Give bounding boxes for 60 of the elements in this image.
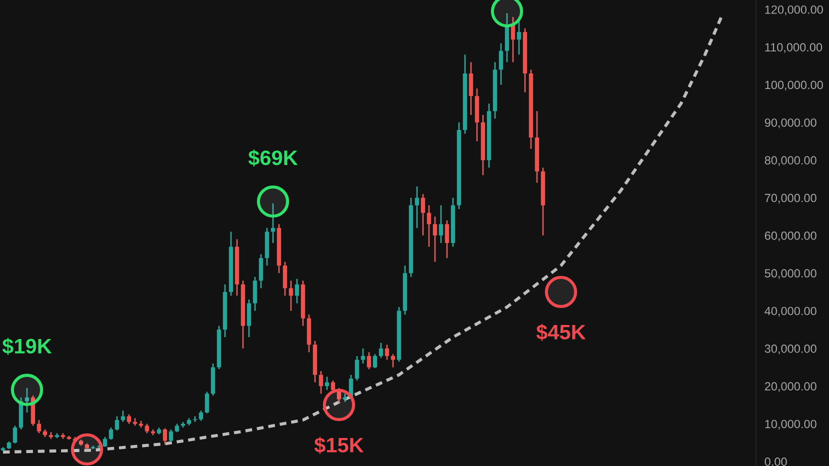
candlestick xyxy=(426,204,432,248)
y-tick-label: 100,000.00 xyxy=(765,80,823,91)
y-tick-label: 30,000.00 xyxy=(764,344,816,354)
candlestick xyxy=(348,374,354,399)
candlestick xyxy=(288,280,294,312)
point xyxy=(544,276,578,308)
data-label: $15K xyxy=(314,436,364,454)
candlestick xyxy=(372,353,378,369)
point xyxy=(10,374,44,406)
y-tick-label: 20,000.00 xyxy=(764,382,816,392)
candlestick xyxy=(516,16,522,56)
point xyxy=(256,185,290,218)
data-label: $19K xyxy=(2,338,52,355)
candlestick xyxy=(108,426,114,440)
candlestick xyxy=(246,298,252,338)
candlestick xyxy=(468,61,474,116)
data-label: $69K xyxy=(248,150,298,167)
candlestick xyxy=(162,428,168,446)
y-tick-label: 10,000.00 xyxy=(765,420,816,430)
candlestick xyxy=(384,344,390,360)
y-tick-label: 80,000.00 xyxy=(764,156,816,166)
y-tick-label: 120,000.00 xyxy=(765,5,823,16)
candlestick xyxy=(510,16,516,63)
data-label: $45K xyxy=(536,324,586,341)
candlestick xyxy=(420,193,426,236)
candlestick xyxy=(114,416,120,432)
candlestick xyxy=(258,254,264,289)
y-tick-label: 90,000.00 xyxy=(764,118,816,128)
y-tick-label: 70,000.00 xyxy=(764,194,816,204)
candlestick xyxy=(282,261,288,296)
point xyxy=(70,433,104,466)
candlestick xyxy=(12,424,18,444)
candlestick xyxy=(198,410,204,422)
candlestick xyxy=(252,276,258,312)
point xyxy=(322,388,356,422)
y-tick-label: 50,000.00 xyxy=(764,269,816,279)
candlestick xyxy=(360,348,366,364)
candlestick xyxy=(378,342,384,359)
y-tick-label: 110,000.00 xyxy=(765,43,822,53)
candlestick xyxy=(438,204,444,244)
candlestick xyxy=(390,353,396,368)
candlestick xyxy=(144,423,150,434)
candlestick xyxy=(126,414,132,425)
candlestick xyxy=(414,186,420,229)
y-tick-label: 60,000.00 xyxy=(764,231,816,242)
candlestick xyxy=(318,370,324,394)
candlestick xyxy=(366,352,372,370)
y-tick-label: 0.00 xyxy=(764,458,787,466)
candlestick xyxy=(336,387,342,404)
candlestick xyxy=(204,391,210,414)
candlestick xyxy=(432,216,438,263)
candlestick xyxy=(102,436,108,448)
candlestick xyxy=(354,355,360,382)
candlestick xyxy=(444,220,450,259)
candlestick xyxy=(330,380,336,392)
candlestick xyxy=(168,428,174,443)
candlestick xyxy=(36,419,42,434)
y-tick-label: 40,000.00 xyxy=(764,306,816,317)
candlestick xyxy=(294,278,300,304)
candlestick xyxy=(498,42,504,86)
